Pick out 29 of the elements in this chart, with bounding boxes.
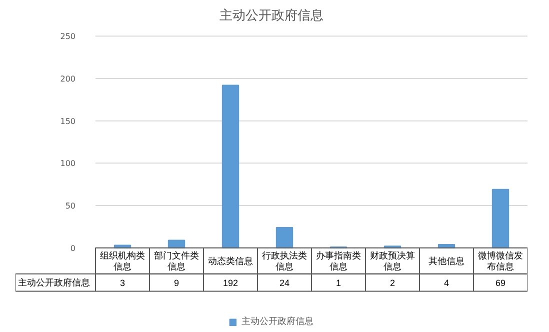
x-tick-label: 办事指南类信息 (316, 250, 361, 272)
data-label: 24 (279, 278, 290, 288)
y-tick-label: 150 (60, 116, 76, 126)
data-label: 2 (390, 278, 396, 288)
data-label: 3 (120, 278, 126, 288)
legend-label: 主动公开政府信息 (242, 315, 314, 328)
x-tick-label: 其他信息 (428, 256, 464, 266)
data-label: 1 (336, 278, 342, 288)
y-tick-label: 250 (60, 32, 76, 42)
data-label: 69 (495, 278, 506, 288)
x-tick-label: 组织机构类信息 (100, 250, 145, 272)
data-label: 9 (174, 278, 180, 288)
y-tick-label: 0 (70, 244, 76, 253)
bar (492, 188, 510, 248)
y-tick-label: 100 (60, 159, 76, 168)
x-tick-label: 微博微信发布信息 (478, 250, 523, 272)
x-tick-label: 财政预决算信息 (370, 250, 415, 272)
data-label: 192 (222, 278, 238, 288)
chart-title: 主动公开政府信息 (220, 8, 324, 22)
chart-title: 主动公开政府信息 (18, 278, 90, 288)
x-tick-label: 行政执法类信息 (262, 250, 307, 272)
x-tick-label: 部门文件类信息 (154, 250, 199, 272)
bar (168, 240, 186, 248)
x-tick-label: 动态类信息 (208, 256, 253, 266)
bar (222, 84, 240, 248)
y-tick-label: 50 (65, 202, 76, 211)
y-tick-label: 200 (60, 74, 76, 84)
data-label: 4 (444, 278, 450, 288)
bar (276, 227, 294, 248)
